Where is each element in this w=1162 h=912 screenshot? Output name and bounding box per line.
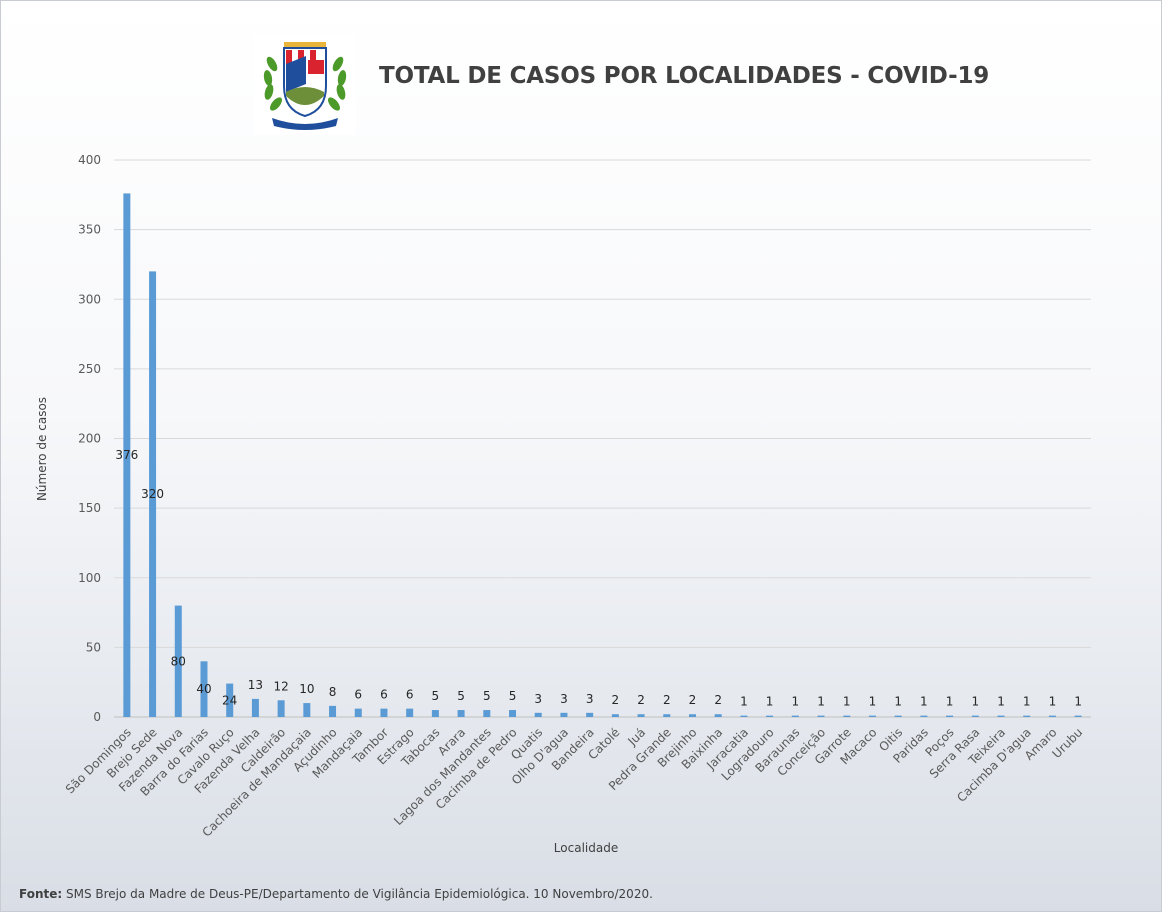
- bar: [817, 715, 825, 717]
- bar: [303, 703, 311, 717]
- data-label: 24: [222, 693, 237, 707]
- data-labels: 376 320 80 40 24 13 12 10 8 6 6 6 5 5 5 5 3 3 3 2 2 2 2 2 1 1 1 1 1 1…: [115, 448, 1082, 708]
- bar: [431, 710, 439, 717]
- bar: [226, 683, 234, 717]
- bar: [1048, 715, 1056, 717]
- data-label: 2: [663, 693, 671, 707]
- bar: [611, 714, 619, 717]
- y-tick-label: 300: [78, 292, 101, 306]
- bar: [329, 705, 337, 717]
- data-label: 5: [483, 689, 491, 703]
- data-label: 1: [971, 695, 979, 709]
- data-label: 40: [196, 682, 211, 696]
- y-tick-label: 150: [78, 501, 101, 515]
- y-axis-ticks: 0 50 100 150 200 250 300 350 400: [78, 153, 101, 724]
- bar: [483, 710, 491, 717]
- bar: [380, 708, 388, 717]
- data-label: 3: [534, 692, 542, 706]
- data-label: 1: [792, 695, 800, 709]
- bar: [534, 712, 542, 717]
- data-label: 80: [171, 654, 186, 668]
- bar: [251, 698, 259, 717]
- y-tick-label: 400: [78, 153, 101, 167]
- data-label: 2: [637, 693, 645, 707]
- bar: [688, 714, 696, 717]
- data-label: 1: [997, 695, 1005, 709]
- bar: [714, 714, 722, 717]
- data-label: 1: [920, 695, 928, 709]
- data-label: 1: [1049, 695, 1057, 709]
- data-label: 1: [894, 695, 902, 709]
- bar: [586, 712, 594, 717]
- y-tick-label: 200: [78, 432, 101, 446]
- data-label: 5: [457, 689, 465, 703]
- bar: [868, 715, 876, 717]
- data-label: 6: [380, 688, 388, 702]
- bar: [1023, 715, 1031, 717]
- bar: [354, 708, 362, 717]
- bar: [791, 715, 799, 717]
- bar: [637, 714, 645, 717]
- y-tick-label: 100: [78, 571, 101, 585]
- bars: [123, 193, 1082, 718]
- bar: [277, 700, 285, 717]
- bar: [971, 715, 979, 717]
- data-label: 6: [406, 688, 414, 702]
- bar: [509, 710, 517, 717]
- bar: [843, 715, 851, 717]
- data-label: 3: [560, 692, 568, 706]
- bar: [174, 605, 182, 717]
- data-label: 1: [766, 695, 774, 709]
- data-label: 1: [817, 695, 825, 709]
- y-tick-label: 0: [93, 710, 101, 724]
- data-label: 1: [946, 695, 954, 709]
- data-label: 1: [1023, 695, 1031, 709]
- bar: [1074, 715, 1082, 717]
- bar: [997, 715, 1005, 717]
- data-label: 2: [689, 693, 697, 707]
- data-label: 6: [354, 688, 362, 702]
- source-footer: Fonte: SMS Brejo da Madre de Deus-PE/Dep…: [19, 887, 653, 901]
- bar: [740, 715, 748, 717]
- data-label: 320: [141, 487, 164, 501]
- bar: [946, 715, 954, 717]
- data-label: 2: [714, 693, 722, 707]
- data-label: 2: [612, 693, 620, 707]
- bar: [457, 710, 465, 717]
- bar: [200, 661, 208, 717]
- data-label: 1: [843, 695, 851, 709]
- data-label: 13: [248, 678, 263, 692]
- y-tick-label: 50: [86, 640, 101, 654]
- data-label: 1: [1074, 695, 1082, 709]
- bar: [920, 715, 928, 717]
- bar: [149, 271, 157, 717]
- gridlines: [114, 159, 1091, 718]
- data-label: 8: [329, 685, 337, 699]
- bar: [894, 715, 902, 717]
- y-axis-title: Número de casos: [35, 396, 49, 502]
- y-tick-label: 250: [78, 362, 101, 376]
- data-label: 5: [509, 689, 517, 703]
- y-tick-label: 350: [78, 223, 101, 237]
- data-label: 376: [115, 448, 138, 462]
- footer-label: Fonte:: [19, 887, 63, 901]
- data-label: 3: [586, 692, 594, 706]
- bar: [123, 193, 131, 718]
- coat-of-arms-icon: [254, 34, 356, 135]
- data-label: 12: [273, 679, 288, 693]
- data-label: 1: [869, 695, 877, 709]
- data-label: 5: [432, 689, 440, 703]
- footer-text: SMS Brejo da Madre de Deus-PE/Departamen…: [62, 887, 653, 901]
- bar: [766, 715, 774, 717]
- chart-title: TOTAL DE CASOS POR LOCALIDADES - COVID-1…: [379, 63, 990, 89]
- data-label: 1: [740, 695, 748, 709]
- bar: [560, 712, 568, 717]
- data-label: 10: [299, 682, 314, 696]
- x-axis-title: Localidade: [553, 841, 619, 855]
- bar: [406, 708, 414, 717]
- bar: [663, 714, 671, 717]
